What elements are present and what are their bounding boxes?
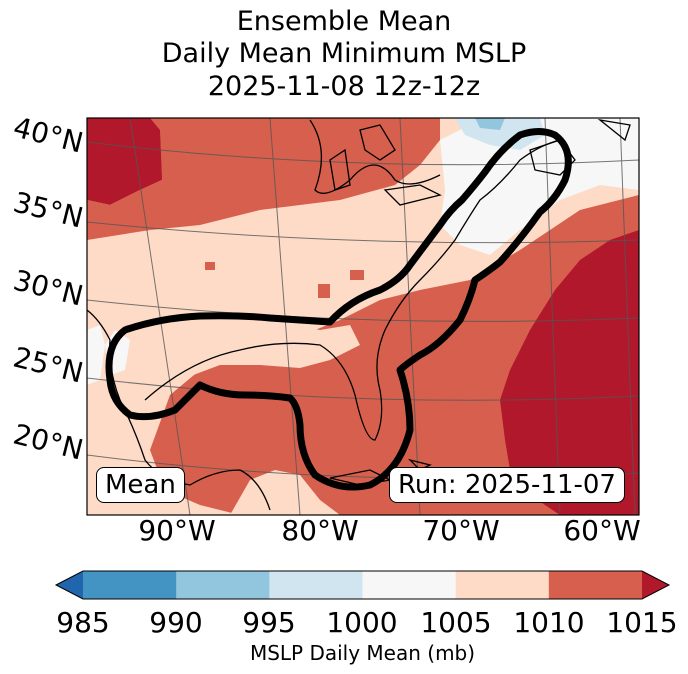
mslp-field-1010-1015-north [87, 118, 440, 240]
title-line-2: Daily Mean Minimum MSLP [161, 38, 527, 69]
colorbar-label: MSLP Daily Mean (mb) [249, 641, 476, 665]
colorbar-tick-1010: 1010 [513, 606, 585, 639]
colorbar-tick-995: 995 [242, 606, 296, 639]
mslp-field-gulf-interior [120, 318, 360, 395]
panel-label-mean: Mean [96, 467, 185, 503]
colorbar-segment [83, 571, 177, 599]
colorbar-tick-990: 990 [149, 606, 203, 639]
mslp-field-over-1015-nw-top [87, 118, 162, 200]
colorbar-extend-low [56, 571, 83, 599]
colorbar-segment [548, 571, 643, 599]
title-line-3: 2025-11-08 12z-12z [207, 71, 481, 102]
colorbar-segment [455, 571, 550, 599]
lon-label-60w: 60°W [563, 514, 641, 547]
colorbar-tick-985: 985 [56, 606, 110, 639]
mslp-field-1000-1005-northeast [440, 118, 639, 255]
mslp-field-995-1000 [455, 118, 545, 150]
low-pressure-contour [105, 128, 572, 491]
lon-label-70w: 70°W [422, 514, 500, 547]
graticule [87, 118, 639, 515]
colorbar-tick-1005: 1005 [420, 606, 492, 639]
lon-label-90w: 90°W [138, 514, 216, 547]
colorbar-segment [269, 571, 363, 599]
mslp-patch [350, 270, 364, 280]
colorbar-segment [362, 571, 457, 599]
colorbar-tick-1015: 1015 [606, 606, 678, 639]
lon-label-80w: 80°W [281, 514, 359, 547]
mslp-field-990-995 [475, 118, 505, 130]
colorbar-extend-high [642, 571, 669, 599]
colorbar-segment [176, 571, 270, 599]
mslp-field-over-1015-atlantic [500, 230, 639, 515]
mslp-field-1000-1005-west [87, 325, 105, 385]
map-frame [86, 117, 640, 516]
mslp-field-1005-1010-caribbean [230, 470, 340, 515]
mslp-patch [318, 284, 330, 298]
colorbar-outline [54, 570, 671, 600]
mslp-patch [205, 262, 215, 270]
title-line-1: Ensemble Mean [236, 6, 452, 37]
colorbar-tick-1000: 1000 [326, 606, 398, 639]
run-date-label: Run: 2025-11-07 [389, 467, 625, 503]
